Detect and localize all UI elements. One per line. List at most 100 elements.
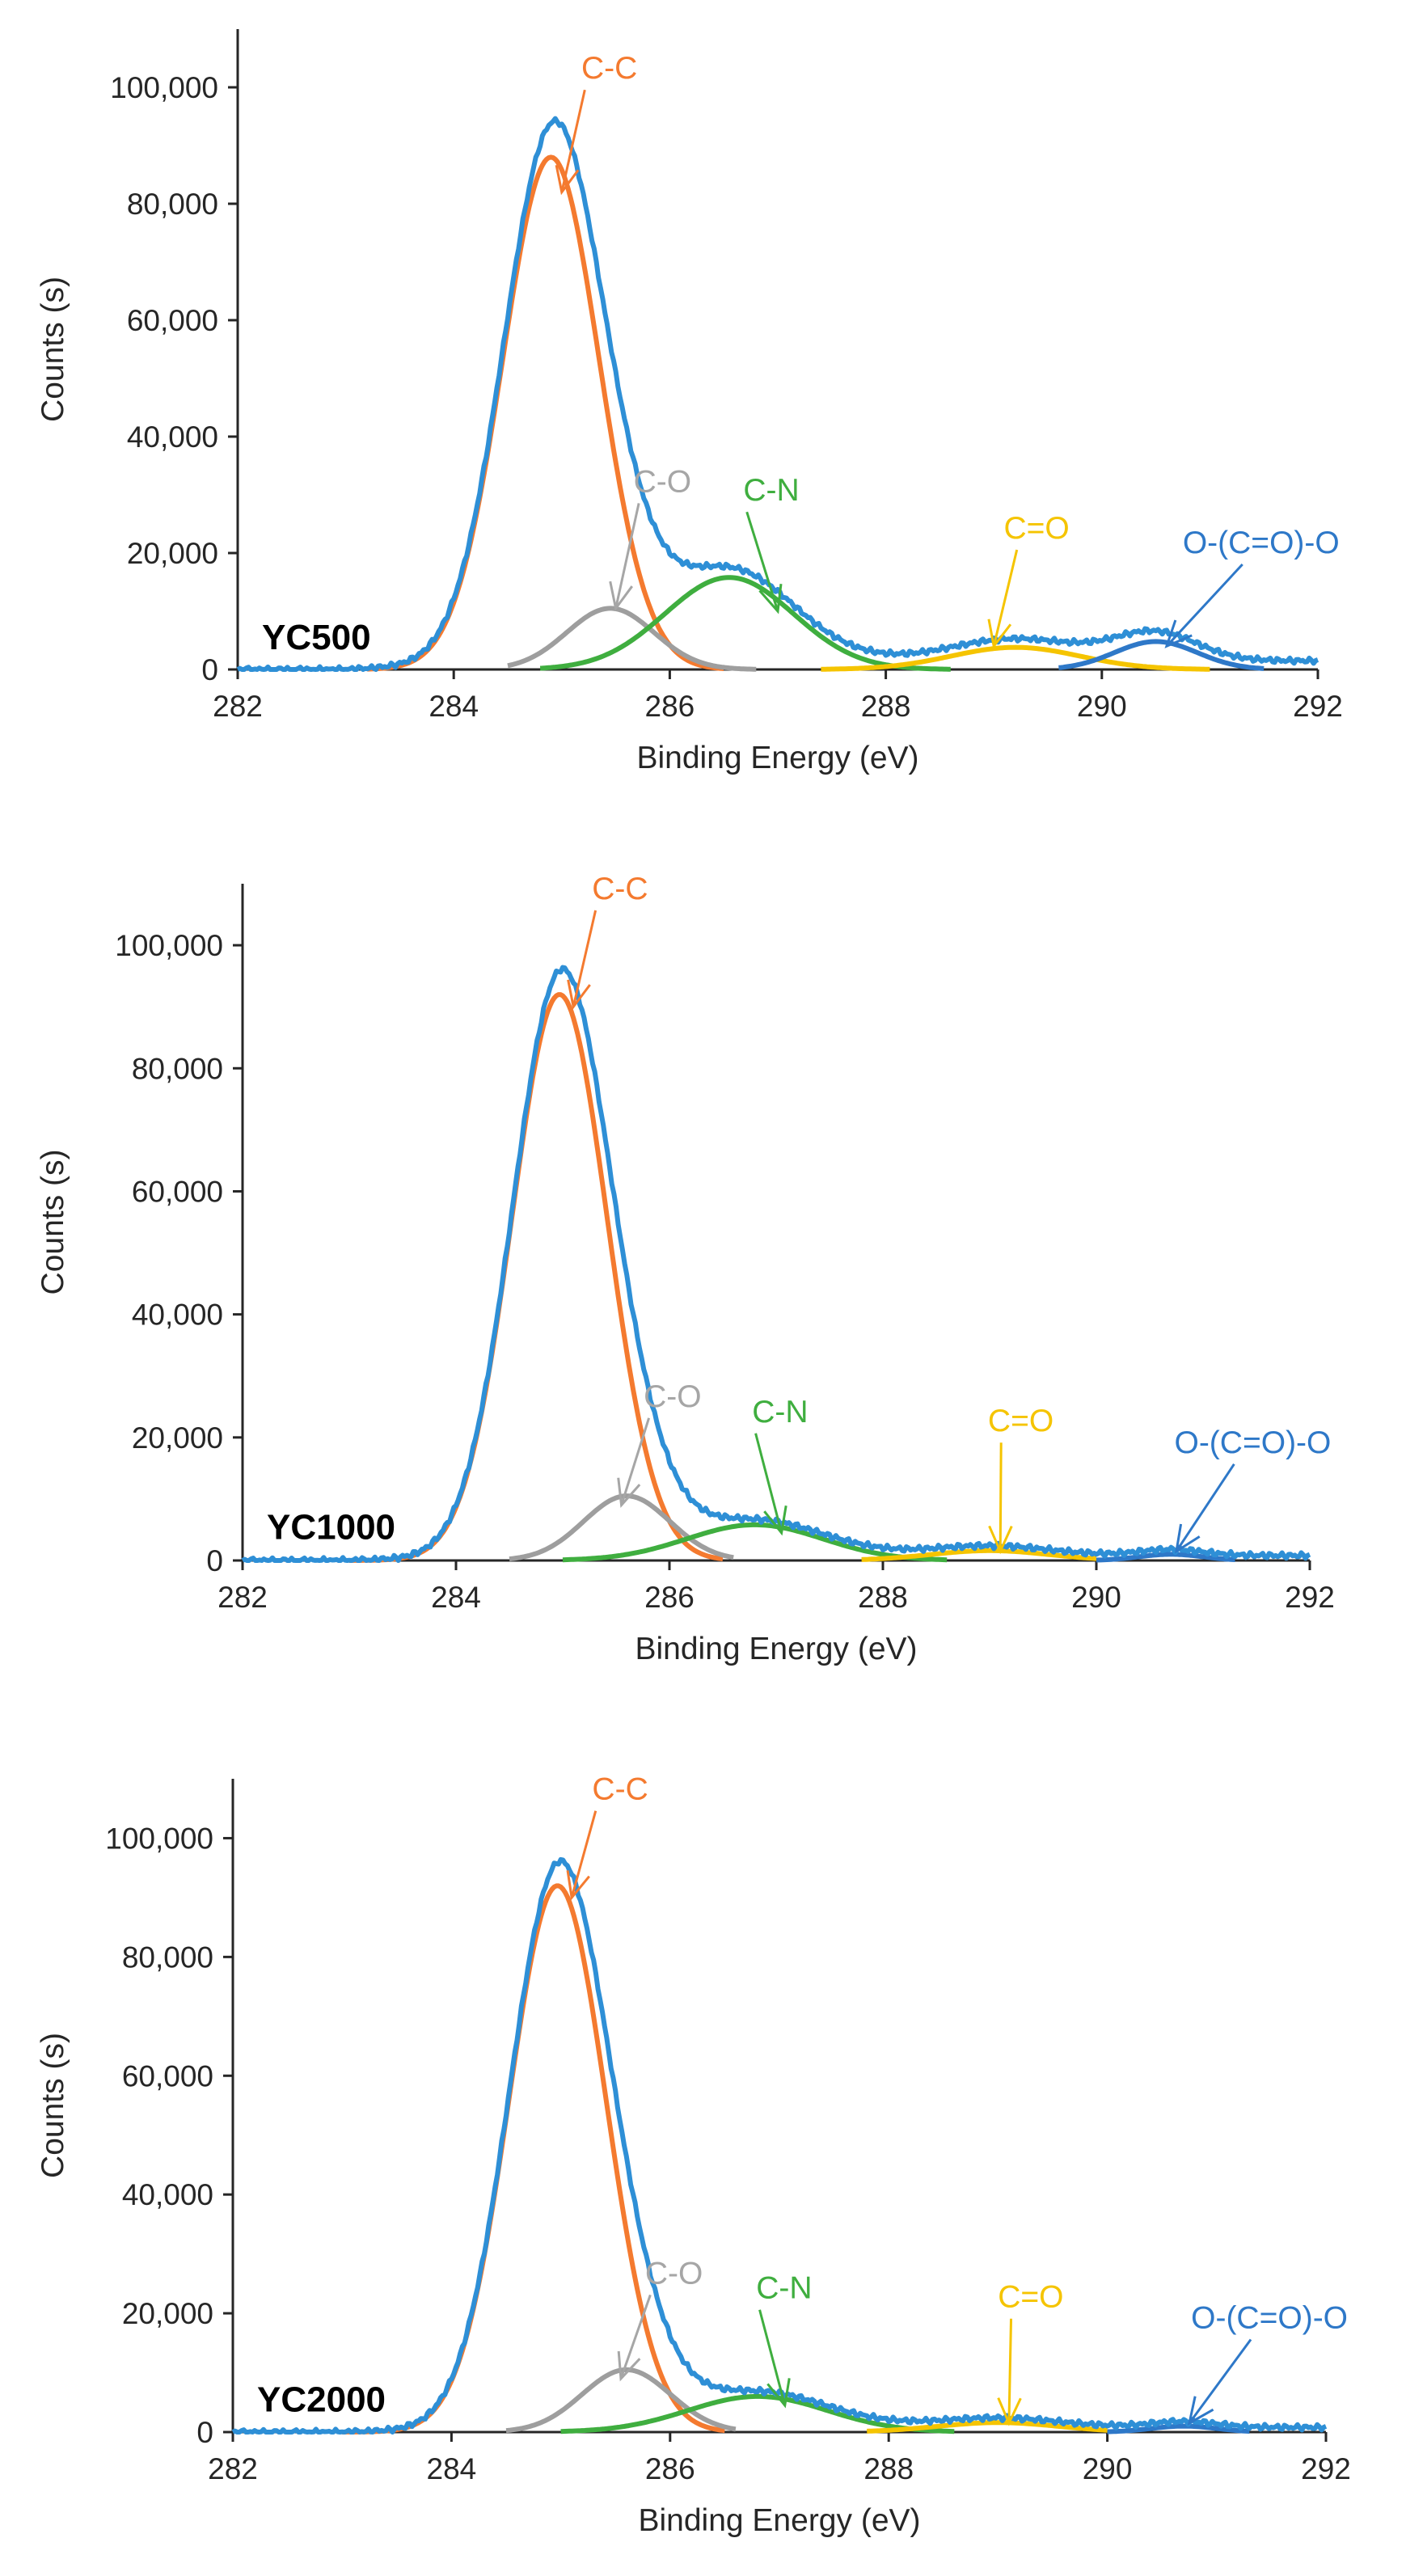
annotation-arrow xyxy=(999,1442,1003,1552)
x-tick-label: 286 xyxy=(644,1581,695,1614)
annotation-label: C=O xyxy=(1003,511,1069,546)
arrowhead-icon xyxy=(997,2397,1022,2426)
peak-c-n xyxy=(560,2393,955,2435)
x-tick-label: 290 xyxy=(1077,690,1127,723)
annotation-arrow xyxy=(1165,563,1243,648)
x-tick-label: 290 xyxy=(1083,2452,1133,2485)
x-axis-title: Binding Energy (eV) xyxy=(635,1632,917,1666)
peak-o-c-o-o xyxy=(1107,2423,1250,2435)
y-tick-label: 0 xyxy=(206,1544,223,1577)
annotation-arrow xyxy=(1188,2338,1252,2424)
y-tick-label: 40,000 xyxy=(132,1299,223,1332)
arrowhead-icon xyxy=(567,979,591,1010)
annotation-label: C-C xyxy=(592,1772,648,1807)
arrowhead-icon xyxy=(1164,619,1193,648)
annotation-label: C-N xyxy=(752,1395,808,1429)
annotation-arrow xyxy=(614,503,640,609)
y-tick-label: 40,000 xyxy=(122,2178,213,2211)
arrowhead-icon xyxy=(988,1525,1013,1555)
annotation-arrow xyxy=(572,910,597,1007)
peak-c-o xyxy=(861,1548,1097,1562)
annotation-arrow xyxy=(992,549,1019,647)
arrowhead-icon xyxy=(758,584,783,614)
peak-c-n xyxy=(539,575,952,672)
annotation-arrow xyxy=(745,511,779,612)
annotation-arrow xyxy=(1175,1463,1235,1552)
arrowhead-icon xyxy=(555,164,580,196)
x-tick-label: 292 xyxy=(1301,2452,1351,2485)
arrowhead-icon xyxy=(617,1477,641,1509)
xps-panel-yc500: 0 20,000 40,000 60,000 80,000 100,000 282 284 28… xyxy=(36,29,1343,775)
annotation-arrow xyxy=(620,1417,651,1505)
y-tick-label: 60,000 xyxy=(122,2059,213,2092)
arrowhead-icon xyxy=(609,581,634,611)
peak-c-o xyxy=(821,644,1210,672)
envelope-line xyxy=(236,116,1319,672)
x-tick-label: 288 xyxy=(858,1581,908,1614)
y-tick-label: 40,000 xyxy=(127,420,218,454)
x-tick-label: 286 xyxy=(645,690,695,723)
annotation-label: O-(C=O)-O xyxy=(1174,1425,1331,1460)
arrowhead-icon xyxy=(1187,2396,1214,2426)
annotation-arrow xyxy=(1007,2318,1013,2424)
peak-c-c xyxy=(348,992,724,1563)
annotation-label: C-C xyxy=(592,872,648,906)
arrowhead-icon xyxy=(566,1870,590,1901)
y-axis-title: Counts (s) xyxy=(36,2033,70,2178)
annotation-arrow xyxy=(758,2309,787,2406)
xps-panel-yc2000: 0 20,000 40,000 60,000 80,000 100,000 282 284 28… xyxy=(36,1772,1351,2538)
x-tick-label: 286 xyxy=(645,2452,695,2485)
annotation-label: C=O xyxy=(998,2280,1063,2315)
arrowhead-icon xyxy=(987,619,1012,649)
sample-label: YC2000 xyxy=(257,2380,386,2419)
peak-o-c-o-o xyxy=(1096,1552,1235,1563)
peak-o-c-o-o xyxy=(1058,639,1265,671)
x-axis-title: Binding Energy (eV) xyxy=(636,741,918,775)
annotation-label: C-N xyxy=(756,2271,812,2306)
y-axis-title: Counts (s) xyxy=(36,277,70,422)
xps-panel-yc1000: 0 20,000 40,000 60,000 80,000 100,000 282 284 28… xyxy=(36,872,1335,1666)
arrowhead-icon xyxy=(617,2350,641,2382)
annotation-label: O-(C=O)-O xyxy=(1183,526,1340,560)
arrowhead-icon xyxy=(763,1505,787,1536)
x-tick-label: 288 xyxy=(863,2452,914,2485)
y-tick-label: 20,000 xyxy=(122,2297,213,2330)
y-tick-label: 20,000 xyxy=(127,537,218,570)
y-axis-title: Counts (s) xyxy=(36,1150,70,1295)
annotation-label: C-N xyxy=(743,473,799,508)
y-tick-label: 100,000 xyxy=(105,1822,213,1855)
envelope-line xyxy=(231,1856,1328,2435)
y-tick-label: 0 xyxy=(201,653,218,686)
x-axis-title: Binding Energy (eV) xyxy=(638,2503,920,2538)
annotation-label: C-C xyxy=(581,51,637,86)
peak-c-o xyxy=(507,606,757,672)
annotation-arrow xyxy=(560,89,586,192)
annotation-label: C-O xyxy=(644,1379,702,1414)
envelope-line xyxy=(241,965,1311,1563)
x-tick-label: 282 xyxy=(217,1581,268,1614)
y-tick-label: 60,000 xyxy=(132,1175,223,1208)
peak-c-n xyxy=(562,1522,948,1563)
sample-label: YC500 xyxy=(262,618,371,657)
sample-label: YC1000 xyxy=(267,1507,395,1547)
annotation-label: O-(C=O)-O xyxy=(1191,2300,1348,2335)
x-tick-label: 284 xyxy=(431,1581,481,1614)
y-tick-label: 80,000 xyxy=(132,1052,223,1085)
annotation-arrow xyxy=(754,1433,783,1534)
x-tick-label: 284 xyxy=(427,2452,477,2485)
x-tick-label: 284 xyxy=(429,690,479,723)
y-tick-label: 0 xyxy=(196,2416,213,2449)
arrowhead-icon xyxy=(1174,1523,1201,1554)
y-tick-label: 80,000 xyxy=(122,1940,213,1974)
x-tick-label: 292 xyxy=(1285,1581,1335,1614)
x-tick-label: 288 xyxy=(861,690,911,723)
y-tick-label: 80,000 xyxy=(127,188,218,221)
y-tick-label: 20,000 xyxy=(132,1421,223,1455)
arrowhead-icon xyxy=(766,2378,791,2409)
annotation-label: C-O xyxy=(634,464,692,499)
annotation-label: C-O xyxy=(645,2256,703,2291)
peak-c-c xyxy=(367,154,724,672)
x-tick-label: 292 xyxy=(1293,690,1343,723)
x-tick-label: 282 xyxy=(213,690,263,723)
